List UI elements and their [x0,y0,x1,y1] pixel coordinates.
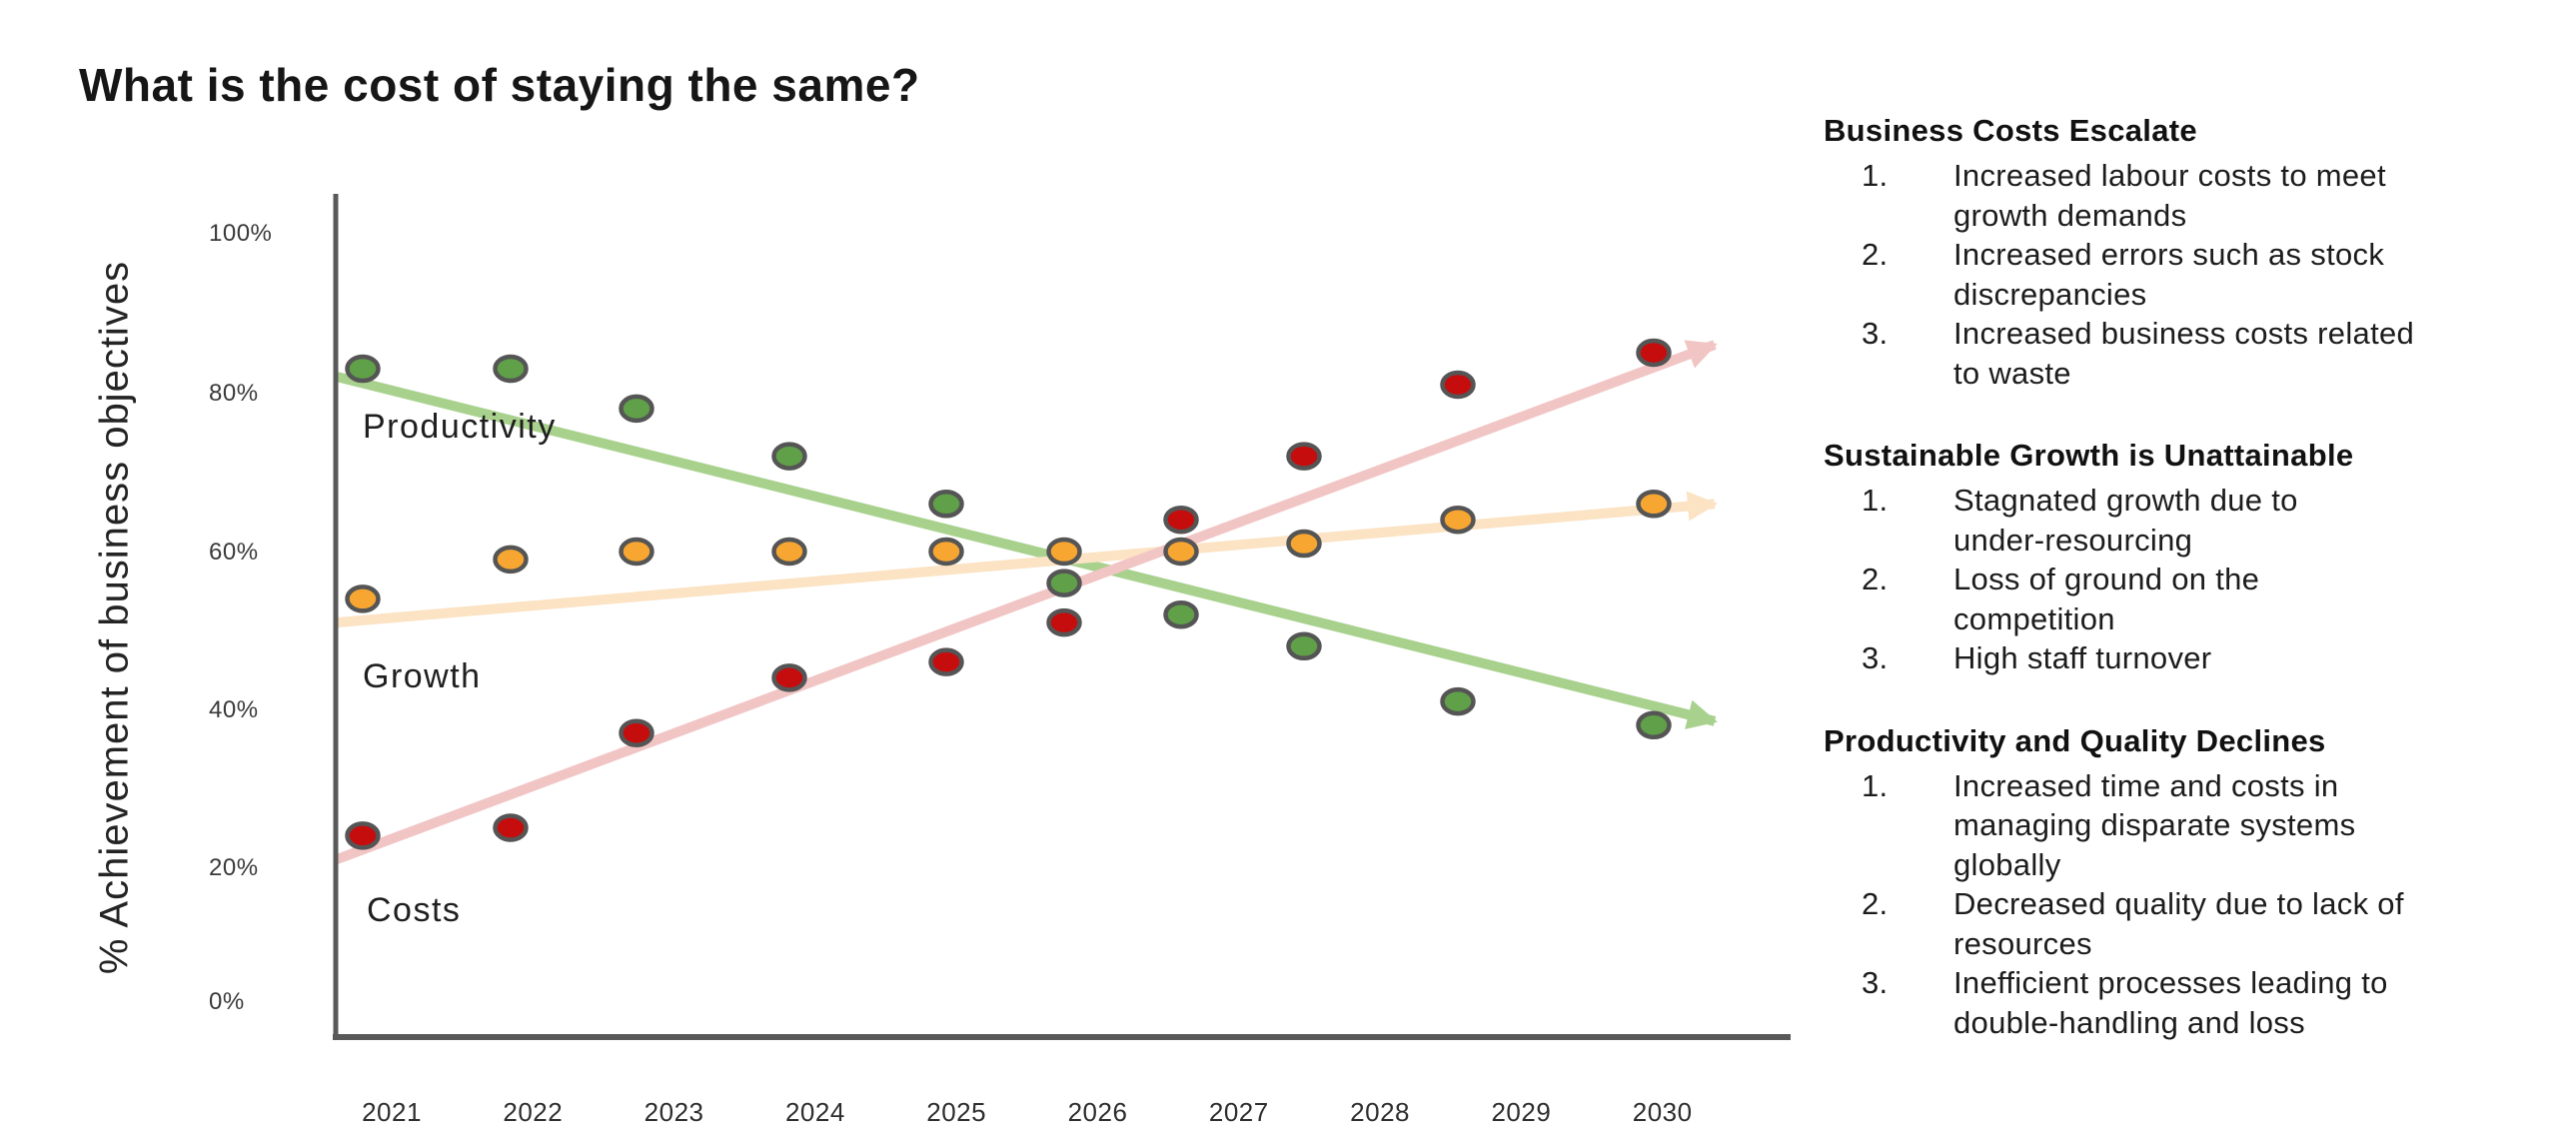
panel-section-1: Business Costs Escalate Increased labour … [1824,114,2565,393]
point-growth-2025 [928,537,964,567]
x-tick-label: 2026 [1068,1097,1128,1127]
list-item: Increased time and costs in managing dis… [1862,766,2356,882]
page-title: What is the cost of staying the same? [79,59,920,111]
point-productivity-2027 [1163,599,1199,629]
point-growth-2021 [345,584,381,613]
list-item: Increased business costs related to wast… [1862,314,2415,391]
point-productivity-2021 [345,354,381,384]
series-label-growth: Growth [363,657,482,695]
y-tick-label: 0% [209,988,245,1015]
point-costs-2024 [771,663,807,692]
point-productivity-2023 [619,394,654,424]
point-costs-2022 [493,813,529,842]
x-tick-label: 2022 [503,1097,563,1127]
list-item: Inefficient processes leading to double-… [1862,963,2388,1040]
list-item: Increased errors such as stock discrepan… [1862,235,2385,312]
panel-section-heading: Sustainable Growth is Unattainable [1824,438,2354,473]
point-productivity-2024 [771,442,807,471]
point-productivity-2030 [1636,710,1672,740]
y-tick-label: 60% [209,539,259,566]
point-growth-2024 [771,537,807,567]
series-label-costs: Costs [367,891,461,929]
trend-line-productivity [335,372,1718,729]
point-growth-2027 [1163,537,1199,567]
y-tick-label: 80% [209,380,259,407]
point-growth-2026 [1046,537,1082,567]
point-costs-2027 [1163,505,1199,535]
point-costs-2029 [1440,370,1476,400]
point-productivity-2029 [1440,686,1476,716]
point-productivity-2026 [1046,569,1082,597]
panel-section-list: Increased time and costs in managing dis… [1824,766,2565,1043]
panel-section-2: Sustainable Growth is Unattainable Stagna… [1824,439,2565,678]
x-tick-label: 2028 [1350,1097,1410,1127]
point-productivity-2025 [928,490,964,519]
point-growth-2028 [1286,529,1322,559]
list-item: Increased labour costs to meet growth de… [1862,156,2386,233]
trend-line-growth [336,491,1718,628]
point-growth-2023 [619,537,654,567]
list-item: High staff turnover [1862,638,2212,677]
point-costs-2025 [928,647,964,676]
point-costs-2023 [619,718,654,747]
panel-section-list: Stagnated growth due to under-resourcing… [1824,481,2565,678]
scatter-chart: 100% 80% 60% 40% 20% 0% 2021 2022 2023 2024 2025 20… [209,194,1791,1127]
point-productivity-2022 [493,354,529,384]
x-tick-label: 2023 [644,1097,704,1127]
point-growth-2022 [493,545,529,574]
x-tick-label: 2025 [926,1097,986,1127]
point-costs-2028 [1286,442,1322,471]
panel-section-3: Productivity and Quality Declines Increas… [1824,722,2565,1043]
point-growth-2030 [1636,490,1672,519]
list-item: Stagnated growth due to under-resourcing [1862,481,2298,558]
x-tick-label: 2030 [1633,1097,1693,1127]
list-item: Loss of ground on the competition [1862,560,2260,636]
point-costs-2021 [345,821,381,850]
panel-section-heading: Business Costs Escalate [1824,113,2197,148]
x-tick-label: 2027 [1209,1097,1269,1127]
panel-section-list: Increased labour costs to meet growth de… [1824,156,2565,393]
x-tick-label: 2024 [785,1097,845,1127]
list-item: Decreased quality due to lack of resourc… [1862,884,2404,961]
y-tick-label: 20% [209,854,259,881]
series-label-productivity: Productivity [363,408,557,446]
point-productivity-2028 [1286,631,1322,661]
trend-line-costs [335,340,1718,864]
x-tick-label: 2021 [362,1097,422,1127]
point-costs-2030 [1636,338,1672,368]
x-tick-label: 2029 [1491,1097,1551,1127]
point-costs-2026 [1046,607,1082,637]
y-tick-label: 40% [209,696,259,723]
point-growth-2029 [1440,505,1476,535]
y-tick-label: 100% [209,220,272,247]
cost-summary-panel: Business Costs Escalate Increased labour … [1824,114,2565,1042]
panel-section-heading: Productivity and Quality Declines [1824,722,2326,758]
